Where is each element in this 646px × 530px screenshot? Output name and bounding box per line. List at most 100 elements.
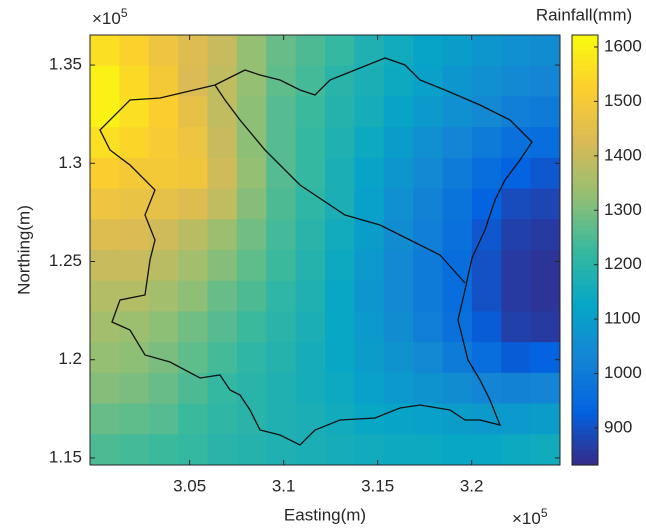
catchment-boundary	[99, 57, 533, 446]
colorbar	[572, 35, 598, 466]
heatmap-cell	[90, 188, 120, 220]
colorbar-swatch	[572, 430, 598, 436]
heatmap-cell	[442, 434, 473, 466]
colorbar-swatch	[572, 380, 598, 386]
heatmap-cell	[383, 157, 414, 190]
heatmap-cell	[266, 434, 297, 466]
heatmap-cell	[90, 250, 120, 282]
heatmap-cell	[295, 219, 326, 251]
heatmap-cell	[119, 65, 150, 97]
colorbar-swatch	[572, 185, 598, 191]
y-tick-label: 1.25	[49, 251, 82, 270]
plot-frame	[89, 34, 561, 466]
colorbar-swatch	[572, 115, 598, 121]
heatmap-cell	[207, 35, 238, 67]
heatmap-cell	[295, 96, 326, 128]
colorbar-swatch	[572, 90, 598, 96]
heatmap-cell	[119, 342, 150, 374]
heatmap-cell	[266, 311, 297, 343]
colorbar-swatch	[572, 355, 598, 361]
heatmap-cell	[383, 96, 414, 128]
heatmap-cell	[530, 188, 561, 220]
heatmap-cell	[236, 434, 267, 466]
heatmap-cell	[442, 96, 473, 128]
heatmap-cell	[325, 188, 355, 220]
heatmap-cell	[236, 403, 267, 435]
heatmap-cell	[501, 96, 532, 128]
colorbar-tick-label: 900	[604, 417, 632, 436]
heatmap-cell	[119, 372, 150, 405]
colorbar-swatch	[572, 125, 598, 131]
heatmap-cell	[90, 311, 120, 343]
heatmap-cell	[442, 157, 473, 190]
colorbar-swatch	[572, 260, 598, 266]
colorbar-swatch	[572, 285, 598, 291]
heatmap-cell	[354, 434, 385, 466]
colorbar-swatch	[572, 65, 598, 71]
heatmap-cell	[413, 434, 443, 466]
heatmap-cell	[442, 311, 473, 343]
heatmap-cell	[90, 157, 120, 190]
colorbar-swatch	[572, 225, 598, 231]
heatmap-cell	[236, 35, 267, 67]
colorbar-swatch	[572, 450, 598, 456]
heatmap-cell	[119, 157, 150, 190]
heatmap-cell	[530, 157, 561, 190]
heatmap-cell	[325, 372, 355, 405]
heatmap-cell	[266, 35, 297, 67]
heatmap-cell	[413, 403, 443, 435]
heatmap-cell	[354, 127, 385, 159]
heatmap-cell	[501, 342, 532, 374]
heatmap-cell	[119, 434, 150, 466]
heatmap-cell	[530, 219, 561, 251]
heatmap-cell	[178, 127, 208, 159]
colorbar-swatch	[572, 60, 598, 66]
heatmap-cell	[178, 96, 208, 128]
heatmap-cell	[325, 157, 355, 190]
colorbar-swatch	[572, 230, 598, 236]
heatmap-cell	[413, 372, 443, 405]
heatmap-cell	[413, 280, 443, 312]
colorbar-swatch	[572, 350, 598, 356]
heatmap-cell	[471, 35, 502, 67]
heatmap-cell	[90, 65, 120, 97]
heatmap-cell	[413, 219, 443, 251]
heatmap-cell	[354, 96, 385, 128]
heatmap-cell	[530, 434, 561, 466]
heatmap-cell	[178, 65, 208, 97]
heatmap-cell	[266, 127, 297, 159]
colorbar-swatch	[572, 460, 598, 466]
heatmap-cell	[413, 311, 443, 343]
heatmap-cell	[442, 188, 473, 220]
heatmap-cell	[178, 188, 208, 220]
heatmap-cell	[266, 188, 297, 220]
heatmap-cell	[383, 434, 414, 466]
heatmap-cell	[266, 65, 297, 97]
heatmap-cell	[325, 219, 355, 251]
heatmap-cell	[90, 219, 120, 251]
colorbar-swatch	[572, 250, 598, 256]
colorbar-swatch	[572, 405, 598, 411]
colorbar-swatch	[572, 415, 598, 421]
colorbar-swatch	[572, 365, 598, 371]
colorbar-swatch	[572, 240, 598, 246]
heatmap-cell	[413, 65, 443, 97]
heatmap-cell	[442, 219, 473, 251]
heatmap-cell	[148, 65, 179, 97]
heatmap-cell	[383, 188, 414, 220]
heatmap-cell	[236, 96, 267, 128]
heatmap-cell	[148, 127, 179, 159]
heatmap-cell	[119, 96, 150, 128]
colorbar-swatch	[572, 245, 598, 251]
heatmap-cell	[207, 96, 238, 128]
heatmap-cell	[207, 250, 238, 282]
colorbar-swatch	[572, 195, 598, 201]
colorbar-swatch	[572, 35, 598, 41]
colorbar-tick-label: 1400	[604, 145, 642, 164]
heatmap-cell	[501, 403, 532, 435]
heatmap-cell	[148, 250, 179, 282]
colorbar-swatch	[572, 170, 598, 176]
colorbar-swatch	[572, 420, 598, 426]
heatmap-cell	[295, 35, 326, 67]
heatmap-cell	[90, 403, 120, 435]
